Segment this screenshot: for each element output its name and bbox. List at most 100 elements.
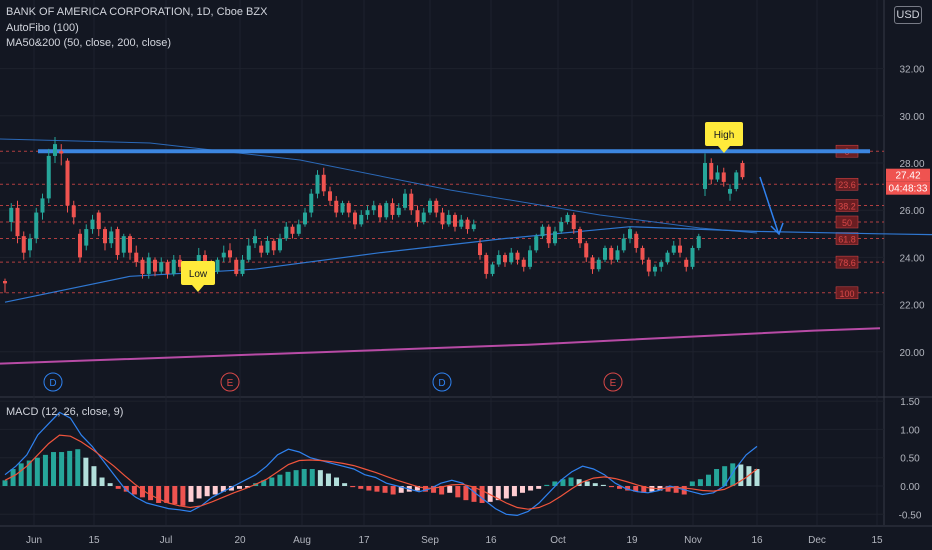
candle-body [9,207,14,222]
candle-body [303,212,307,225]
macd-histogram-bar [325,473,331,486]
projection-arrow [759,176,779,233]
candle-body [590,257,595,270]
macd-histogram-bar [390,486,396,495]
macd-histogram-bar [204,486,210,497]
macd-histogram-bar [447,486,453,493]
macd-y-tick-label: 0.00 [900,482,920,493]
macd-legend[interactable]: MACD (12, 26, close, 9) [6,406,124,418]
dividend-marker [43,372,63,392]
x-tick-label: Nov [684,535,702,546]
macd-histogram-bar [245,486,251,488]
fib-label-box [835,199,859,212]
candle-body [178,259,182,267]
candle-body [15,207,20,237]
x-tick-label: 17 [358,535,370,546]
macd-histogram-bar [754,469,760,486]
candle-body [28,238,32,251]
candle-body [159,262,164,272]
macd-histogram-bar [83,457,89,486]
macd-histogram-bar [123,486,129,492]
candle-body [328,191,332,201]
macd-histogram-bar [228,486,234,491]
candle-body [696,236,701,248]
candle-body [384,203,389,218]
candle-body [659,262,664,267]
macd-histogram-bar [107,483,113,486]
low-callout [181,261,215,285]
y-tick-label: 30.00 [899,112,924,123]
macd-histogram-bar [738,464,744,486]
high-callout [705,122,743,146]
macd-histogram-bar [689,481,695,486]
macd-histogram-bar [285,471,291,486]
macd-histogram-bar [350,486,356,488]
candle-body [421,212,426,222]
candle-body [296,224,301,234]
candle-body [465,219,470,230]
macd-histogram-bar [495,486,501,501]
macd-histogram-bar [301,469,307,486]
candle-body [740,163,745,178]
macd-histogram-bar [342,483,348,486]
earnings-marker [220,372,240,392]
x-tick-label: 16 [751,535,763,546]
candle-body [471,224,476,230]
fib-label-box [835,232,859,245]
macd-histogram-bar [180,486,186,506]
candle-body [234,259,239,274]
macd-histogram-bar [212,486,218,495]
macd-histogram-bar [236,486,242,489]
macd-histogram-bar [746,466,752,486]
candle-body [484,255,489,274]
macd-histogram-bar [487,486,493,502]
ma200-line [0,327,881,365]
macd-histogram-bar [220,486,226,492]
currency-button[interactable]: USD [894,6,922,24]
candle-body [509,252,514,263]
ma-legend[interactable]: MA50&200 (50, close, 200, close) [6,37,172,49]
candle-body [165,262,170,274]
x-tick-label: Jul [160,535,173,546]
macd-histogram-bar [511,486,517,497]
candle-body [534,236,539,251]
macd-histogram-bar [479,486,485,503]
macd-histogram-bar [115,486,121,489]
macd-histogram-bar [139,486,145,498]
candle-body [559,222,564,232]
candle-body [596,259,601,270]
x-tick-label: 20 [234,535,246,546]
macd-histogram-bar [309,469,315,486]
marker-label: E [610,378,617,389]
candle-body [553,231,557,244]
macd-histogram-bar [665,486,671,492]
candle-body [153,259,157,272]
candle-body [496,255,501,265]
fib-label: 50 [842,218,852,228]
autofibo-legend[interactable]: AutoFibo (100) [6,22,79,34]
macd-histogram-bar [10,469,16,486]
macd-y-tick-label: 0.50 [900,454,920,465]
macd-histogram-bar [520,486,526,493]
x-tick-label: Dec [808,535,826,546]
candle-body [540,226,545,237]
macd-histogram-bar [59,452,65,486]
candle-body [671,245,676,253]
candle-body [96,212,101,230]
candle-body [334,200,339,213]
candle-body [115,229,120,256]
candle-body [365,210,370,215]
macd-histogram-bar [334,477,340,486]
macd-histogram-bar [67,450,73,486]
chart-title: BANK OF AMERICA CORPORATION, 1D, Cboe BZ… [6,6,268,18]
macd-histogram-bar [584,481,590,486]
candle-body [428,200,432,213]
x-tick-label: 15 [871,535,883,546]
fib-label: 61.8 [838,235,856,245]
candle-body [46,155,51,199]
candle-body [346,203,351,213]
macd-histogram-bar [75,449,81,486]
macd-histogram-bar [552,481,558,486]
